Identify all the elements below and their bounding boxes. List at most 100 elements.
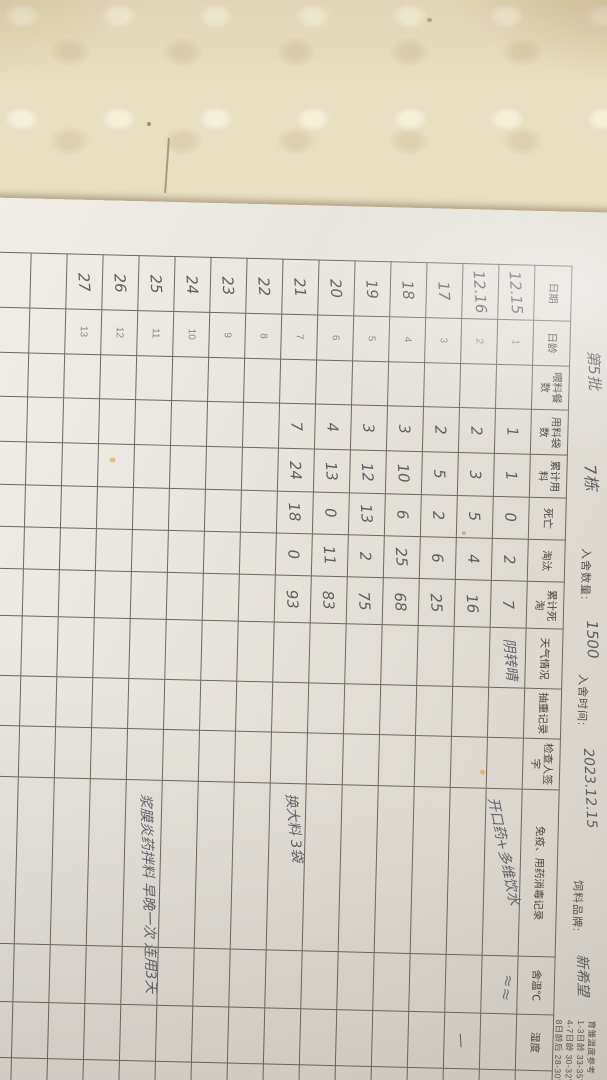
table-cell: 24 (172, 255, 213, 313)
table-cell (119, 1004, 157, 1062)
table-cell (63, 353, 101, 400)
table-cell (228, 948, 267, 1008)
table-cell (387, 361, 425, 407)
table-cell (444, 954, 483, 1013)
table-cell (486, 736, 524, 790)
table-cell: 24 (276, 447, 316, 493)
table-cell: 6 (418, 535, 458, 581)
table-cell (0, 674, 21, 726)
table-cell (336, 951, 375, 1011)
table-cell (117, 1060, 156, 1080)
table-cell: 4 (454, 536, 494, 582)
table-cell (264, 949, 303, 1009)
table-cell: 0 (491, 495, 531, 540)
table-cell (338, 784, 379, 953)
table-cell: 68 (381, 577, 421, 627)
table-cell: 12 (348, 449, 388, 495)
table-cell: 13 (64, 308, 102, 355)
table-cell (92, 617, 131, 679)
table-cell (169, 445, 207, 490)
table-cell (0, 441, 27, 485)
table-cell (19, 675, 57, 727)
column-header: 检查人签字 (522, 737, 561, 791)
table-cell (94, 571, 132, 619)
table-cell (98, 399, 136, 445)
table-cell: 3 (456, 451, 496, 497)
table-cell (131, 529, 169, 573)
table-cell (242, 402, 280, 449)
table-cell (130, 572, 168, 620)
column-header: 湿度 (515, 1013, 554, 1072)
table-cell: 2 (457, 407, 497, 455)
table-cell (204, 489, 242, 532)
table-cell: 12.15 (496, 263, 537, 321)
table-cell (299, 1008, 337, 1066)
table-cell: 25 (417, 578, 457, 628)
table-cell: 7 (277, 402, 317, 450)
table-cell (29, 252, 68, 309)
table-cell (0, 396, 28, 443)
table-cell: 2 (490, 537, 530, 583)
table-cell (189, 1062, 228, 1080)
table-cell (0, 724, 20, 778)
table-cell (0, 1000, 13, 1059)
table-cell: 19 (352, 260, 393, 318)
table-cell: 10 (384, 450, 424, 496)
table-cell (239, 531, 277, 576)
table-cell (459, 363, 497, 409)
table-cell (199, 680, 237, 731)
table-cell (167, 530, 205, 574)
handwritten-scribble: ≈≈ (495, 973, 519, 1003)
table-cell (206, 401, 244, 448)
table-cell (495, 364, 533, 410)
table-cell (14, 777, 55, 945)
table-cell (26, 397, 64, 443)
table-cell (0, 252, 32, 308)
intake-qty-label: 入舍数量: (578, 547, 592, 601)
table-cell (415, 685, 453, 736)
table-cell: — (442, 1011, 482, 1071)
house-note: 7栋 (580, 463, 602, 492)
stain-speck (461, 531, 466, 536)
intake-time-value: 2023.12.15 (579, 747, 600, 829)
table-cell (95, 528, 133, 573)
table-cell (10, 1058, 48, 1080)
table-cell (20, 616, 59, 677)
table-cell: 8 (244, 313, 282, 359)
table-cell (241, 447, 279, 491)
table-cell (27, 352, 65, 399)
table-cell (62, 398, 100, 444)
table-cell (379, 684, 417, 736)
table-cell (307, 682, 345, 734)
table-cell (343, 683, 381, 735)
table-cell: 2 (419, 493, 459, 538)
table-cell (205, 446, 243, 491)
table-cell (198, 729, 236, 783)
table-cell (171, 356, 209, 402)
table-cell (380, 624, 419, 686)
table-cell (333, 1065, 372, 1080)
batch-note: 第5批 (584, 349, 604, 391)
table-cell: 13 (312, 448, 352, 494)
intake-time-label: 入舍时间: (575, 673, 589, 727)
table-cell (168, 488, 206, 531)
table-cell (416, 625, 455, 687)
table-cell (194, 781, 235, 949)
intake-qty-value: 1500 (582, 620, 602, 659)
table-cell (59, 527, 97, 572)
table-cell (134, 399, 172, 446)
table-cell (405, 1067, 444, 1080)
table-cell (487, 687, 525, 738)
table-cell (166, 572, 204, 621)
table-cell (369, 1066, 408, 1080)
table-cell (61, 442, 99, 487)
table-cell (315, 359, 353, 406)
table-cell: 75 (345, 576, 385, 626)
table-cell: 6 (383, 492, 423, 537)
table-cell: 83 (309, 575, 349, 625)
table-cell (408, 953, 447, 1012)
table-cell (302, 784, 343, 952)
table-cell: 17 (424, 262, 465, 320)
table-cell: 22 (244, 257, 285, 315)
feed-brand-value: 新希望 (573, 954, 591, 997)
